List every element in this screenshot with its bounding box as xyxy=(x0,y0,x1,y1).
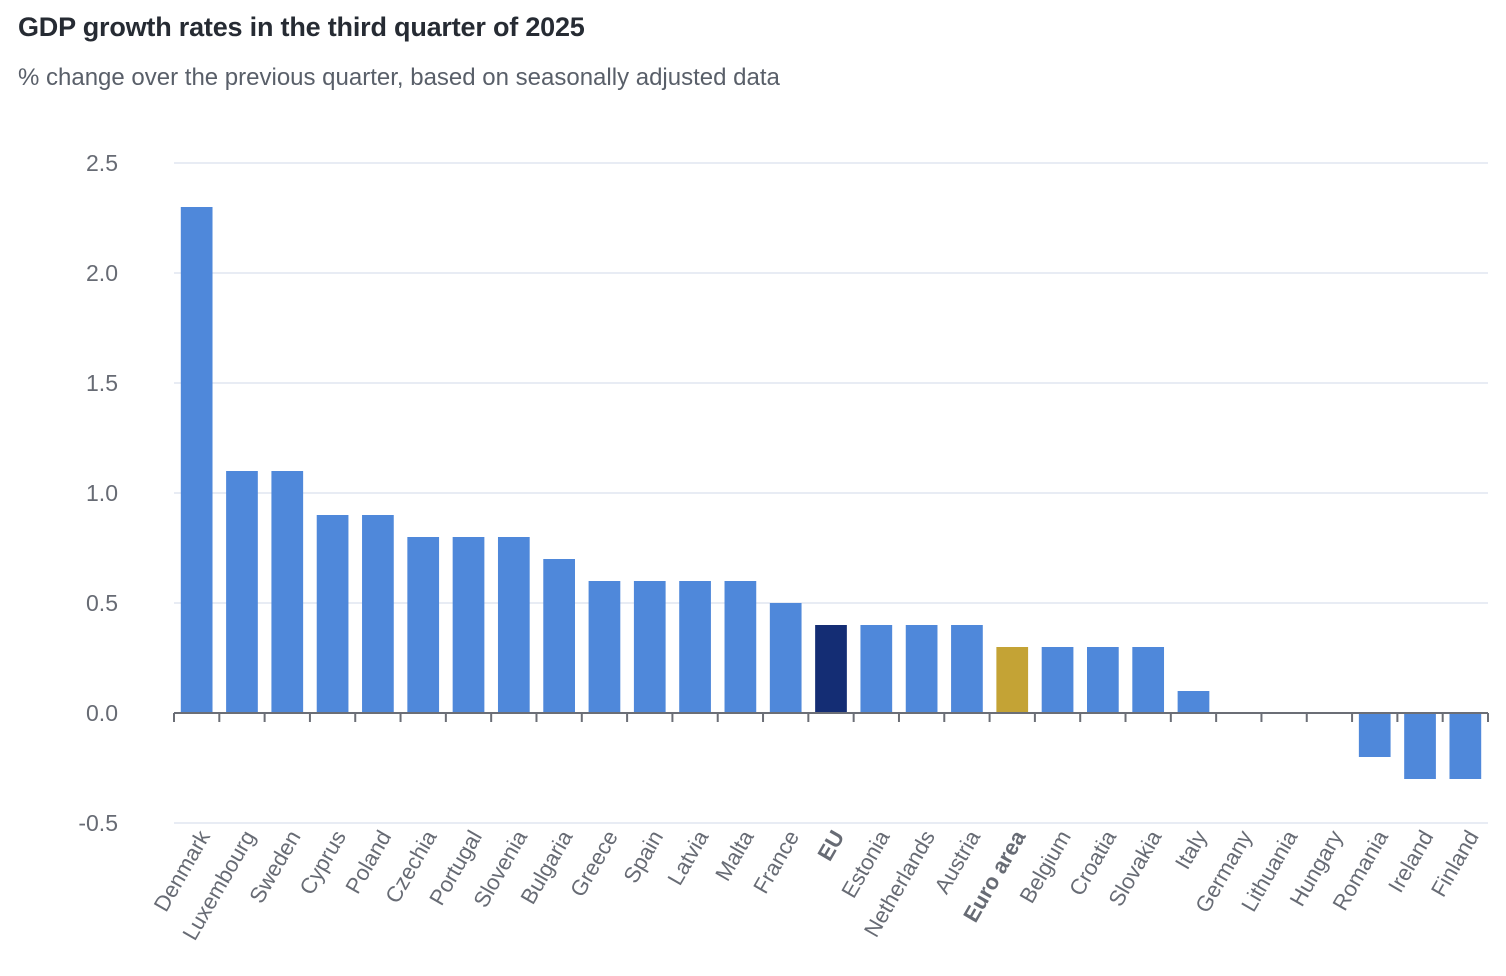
bar-austria[interactable] xyxy=(951,625,983,713)
x-tick-label: EU xyxy=(812,826,849,865)
bar-ireland[interactable] xyxy=(1404,713,1436,779)
bar-estonia[interactable] xyxy=(860,625,893,713)
bar-euro-area[interactable] xyxy=(996,647,1029,713)
x-tick-label: France xyxy=(748,826,804,898)
bar-greece[interactable] xyxy=(588,581,621,713)
bar-eu[interactable] xyxy=(815,625,847,713)
y-axis-ticks: -0.5 0.0 0.5 1.0 1.5 2.0 2.5 xyxy=(78,150,118,836)
bar-denmark[interactable] xyxy=(180,207,213,713)
y-tick-label: 1.0 xyxy=(86,480,118,506)
x-tick-label: Italy xyxy=(1170,826,1212,873)
bar-sweden[interactable] xyxy=(271,471,304,713)
x-tick-label: Cyprus xyxy=(294,826,350,899)
x-tick-label: Malta xyxy=(710,825,759,885)
bars xyxy=(180,207,1482,779)
chart-title: GDP growth rates in the third quarter of… xyxy=(18,12,585,42)
gridlines xyxy=(174,162,1488,824)
bar-romania[interactable] xyxy=(1358,713,1391,757)
bar-czechia[interactable] xyxy=(407,537,440,713)
bar-slovenia[interactable] xyxy=(497,537,530,713)
bar-luxembourg[interactable] xyxy=(226,471,258,713)
y-tick-label: 2.0 xyxy=(86,260,118,286)
chart-subtitle: % change over the previous quarter, base… xyxy=(18,64,780,91)
bar-spain[interactable] xyxy=(633,581,666,713)
bar-finland[interactable] xyxy=(1449,713,1482,779)
y-tick-label: 1.5 xyxy=(86,370,118,396)
y-tick-label: -0.5 xyxy=(78,810,118,836)
y-tick-label: 0.0 xyxy=(86,700,118,726)
y-tick-label: 2.5 xyxy=(86,150,118,176)
bar-belgium[interactable] xyxy=(1041,647,1074,713)
bar-netherlands[interactable] xyxy=(905,625,938,713)
x-tick-label: Latvia xyxy=(662,825,713,889)
x-tick-label: Spain xyxy=(618,826,668,887)
bar-slovakia[interactable] xyxy=(1132,647,1165,713)
x-axis xyxy=(173,712,1489,722)
bar-latvia[interactable] xyxy=(679,581,711,713)
bar-poland[interactable] xyxy=(362,515,394,713)
x-axis-tick-labels: DenmarkLuxembourgSwedenCyprusPolandCzech… xyxy=(149,825,1484,944)
y-tick-label: 0.5 xyxy=(86,590,118,616)
bar-croatia[interactable] xyxy=(1087,647,1119,713)
bar-france[interactable] xyxy=(769,603,802,713)
bar-malta[interactable] xyxy=(724,581,757,713)
bar-portugal[interactable] xyxy=(452,537,485,713)
bar-bulgaria[interactable] xyxy=(543,559,575,713)
bar-cyprus[interactable] xyxy=(316,515,349,713)
bar-italy[interactable] xyxy=(1177,691,1210,713)
